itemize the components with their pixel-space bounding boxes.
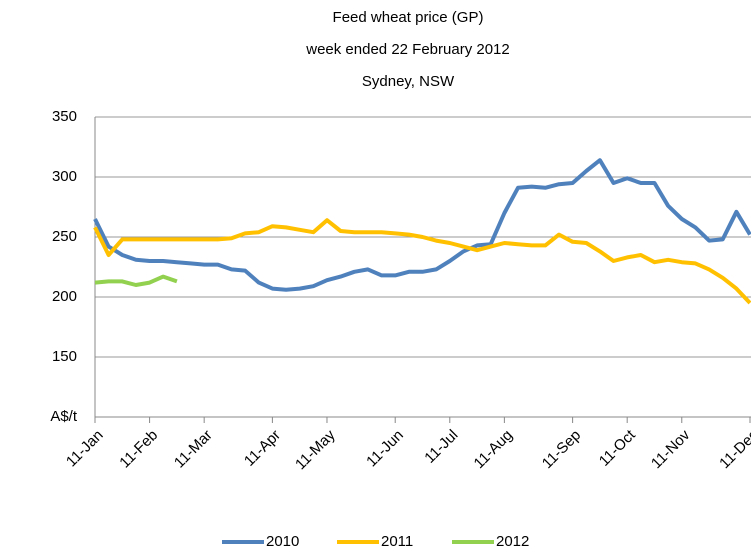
y-tick-label: A$/t xyxy=(50,408,78,425)
x-tick-label: 11-Aug xyxy=(471,427,516,472)
x-tick-label: 11-Mar xyxy=(171,427,216,472)
line-series xyxy=(93,158,751,292)
y-tick-label: 300 xyxy=(52,168,77,185)
x-tick-label: 11-Nov xyxy=(648,426,694,472)
chart-title: Feed wheat price (GP) xyxy=(333,9,484,26)
x-tick-label: 11-Dec xyxy=(716,426,751,472)
y-tick-label: 350 xyxy=(52,108,77,125)
line-series xyxy=(93,218,751,305)
x-tick-label: 11-Jun xyxy=(363,427,407,471)
legend-label: 2011 xyxy=(381,533,413,550)
y-tick-label: 150 xyxy=(52,348,77,365)
legend-label: 2010 xyxy=(266,533,299,550)
x-tick-label: 11-Jul xyxy=(421,427,461,467)
y-tick-label: 250 xyxy=(52,228,77,245)
legend-label: 2012 xyxy=(496,533,529,550)
x-tick-label: 11-Sep xyxy=(539,427,584,472)
x-tick-label: 11-Oct xyxy=(596,426,640,470)
x-tick-label: 11-May xyxy=(292,426,339,473)
x-tick-label: 11-Feb xyxy=(116,427,161,472)
x-tick-label: 11-Jan xyxy=(63,427,107,471)
chart-subtitle: Sydney, NSW xyxy=(362,73,455,90)
line-series xyxy=(94,274,178,287)
x-tick-label: 11-Apr xyxy=(241,427,284,470)
chart-subtitle: week ended 22 February 2012 xyxy=(305,41,509,58)
y-tick-label: 200 xyxy=(52,288,77,305)
